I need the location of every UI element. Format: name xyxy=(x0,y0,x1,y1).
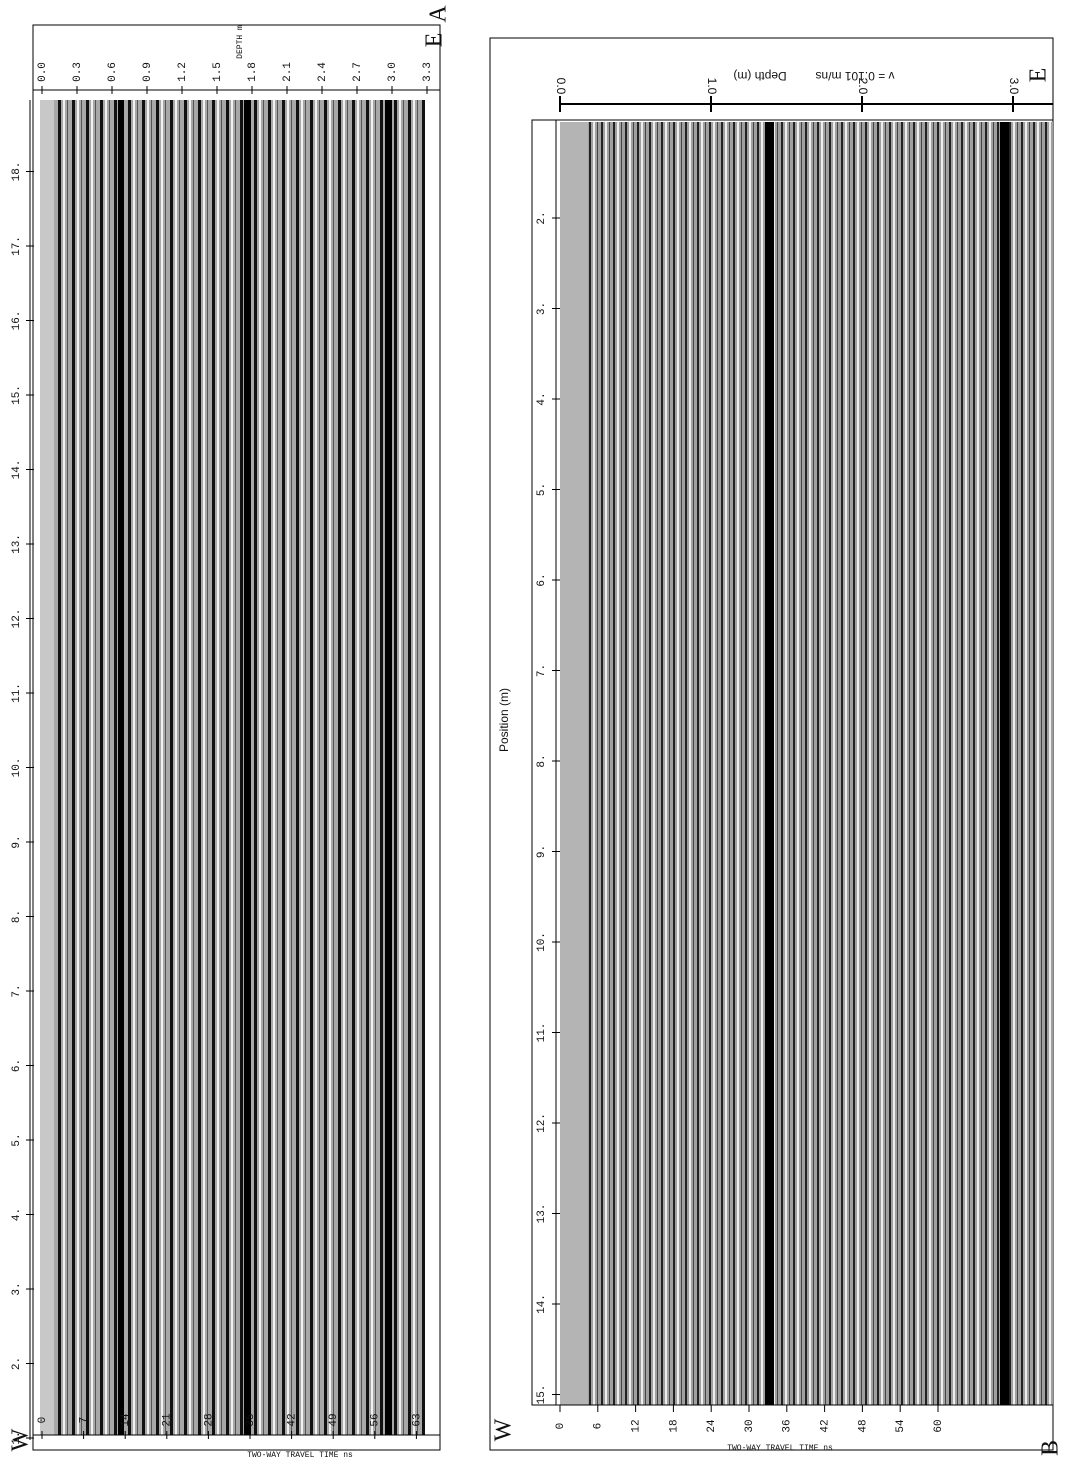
time-tick-label: 56 xyxy=(370,1413,382,1426)
position-tick-label: 12. xyxy=(11,609,23,629)
position-tick-label: 1. xyxy=(11,1431,23,1444)
depth-tick-label: 1.8 xyxy=(247,62,259,82)
time-tick-label: 21 xyxy=(162,1413,174,1427)
position-tick-label: 7. xyxy=(536,664,548,677)
position-tick-label: 11. xyxy=(536,1023,548,1043)
reflectors-a xyxy=(118,100,392,1435)
radargram-b xyxy=(560,122,1053,1405)
time-tick-label: 24 xyxy=(706,1419,718,1433)
depth-tick-label: 2.1 xyxy=(282,62,294,82)
radargram-a xyxy=(40,100,425,1435)
position-tick-label: 13. xyxy=(536,1204,548,1224)
position-tick-label: 2. xyxy=(11,1357,23,1370)
depth-tick-label: 2.4 xyxy=(317,62,329,82)
position-tick-label: 15. xyxy=(11,385,23,405)
position-tick-label: 8. xyxy=(536,754,548,767)
position-tick-label: 9. xyxy=(11,835,23,848)
time-tick-label: 60 xyxy=(933,1419,945,1432)
position-tick-label: 6. xyxy=(11,1059,23,1072)
position-tick-label: 4. xyxy=(536,392,548,405)
west-label: W xyxy=(8,1428,34,1451)
velocity-note: v = 0.101 m/ns xyxy=(815,69,894,83)
depth-tick-label: 2.7 xyxy=(352,62,364,82)
depth-tick-label: 1.0 xyxy=(705,78,719,95)
time-tick-label: 14 xyxy=(120,1413,132,1427)
axis-title: Depth (m) xyxy=(733,69,786,83)
axis-title: TWO-WAY TRAVEL TIME ns xyxy=(727,1444,833,1453)
position-tick-label: 8. xyxy=(11,910,23,923)
position-tick-label: 9. xyxy=(536,845,548,858)
east-label: E xyxy=(422,33,448,48)
position-tick-label: 17. xyxy=(11,236,23,256)
position-tick-label: 14. xyxy=(536,1294,548,1314)
time-tick-label: 35 xyxy=(245,1413,257,1426)
time-tick-label: 0 xyxy=(37,1417,49,1424)
position-tick-label: 3. xyxy=(11,1282,23,1295)
depth-tick-label: 0.9 xyxy=(142,62,154,82)
axis-title: Position (m) xyxy=(497,688,511,752)
position-tick-label: 15. xyxy=(536,1385,548,1405)
time-tick-label: 12 xyxy=(631,1419,643,1432)
position-tick-label: 11. xyxy=(11,683,23,703)
time-tick-label: 7 xyxy=(79,1417,91,1424)
position-tick-label: 16. xyxy=(11,311,23,331)
depth-tick-label: 2.0 xyxy=(856,78,870,95)
position-tick-label: 13. xyxy=(11,534,23,554)
time-tick-label: 48 xyxy=(857,1419,869,1432)
depth-tick-label: 3.0 xyxy=(387,62,399,82)
time-tick-label: 54 xyxy=(895,1419,907,1433)
depth-tick-label: 3.3 xyxy=(422,62,434,82)
time-tick-label: 30 xyxy=(744,1419,756,1432)
depth-tick-label: 0.3 xyxy=(72,62,84,82)
position-tick-label: 6. xyxy=(536,573,548,586)
position-tick-label: 5. xyxy=(536,483,548,496)
time-tick-label: 0 xyxy=(555,1423,567,1430)
position-tick-label: 10. xyxy=(11,758,23,778)
position-tick-label: 5. xyxy=(11,1133,23,1146)
time-tick-label: 28 xyxy=(203,1413,215,1426)
axis-title: TWO-WAY TRAVEL TIME ns xyxy=(247,1451,353,1460)
air-wave-b xyxy=(560,122,588,1405)
time-tick-label: 63 xyxy=(411,1413,423,1426)
position-tick-label: 4. xyxy=(11,1208,23,1221)
panel-label: B xyxy=(1038,1440,1064,1456)
position-tick-label: 7. xyxy=(11,984,23,997)
position-tick-label: 2. xyxy=(536,211,548,224)
reflectors-b xyxy=(765,122,1009,1405)
depth-tick-label: 1.5 xyxy=(212,62,224,82)
axis-title: DEPTH m xyxy=(236,25,245,59)
position-tick-label: 14. xyxy=(11,460,23,480)
time-tick-label: 49 xyxy=(328,1413,340,1426)
position-tick-label: 18. xyxy=(11,162,23,182)
position-tick-label: 12. xyxy=(536,1113,548,1133)
depth-tick-label: 1.2 xyxy=(177,62,189,82)
depth-tick-label: 0.0 xyxy=(554,78,568,95)
panel-a-frame xyxy=(32,24,441,1451)
time-tick-label: 6 xyxy=(593,1423,605,1430)
time-tick-label: 42 xyxy=(287,1413,299,1426)
depth-tick-label: 0.6 xyxy=(107,62,119,82)
time-tick-label: 36 xyxy=(782,1419,794,1432)
depth-tick-label: 0.0 xyxy=(37,62,49,82)
position-tick-label: 3. xyxy=(536,302,548,315)
position-tick-label: 10. xyxy=(536,932,548,952)
depth-tick-label: 3.0 xyxy=(1007,78,1021,95)
west-label: W xyxy=(491,1418,517,1441)
east-label: E xyxy=(1026,68,1052,83)
panel-label: A xyxy=(426,5,452,23)
time-tick-label: 42 xyxy=(820,1419,832,1432)
time-tick-label: 18 xyxy=(668,1419,680,1432)
air-wave-a xyxy=(40,100,54,1435)
